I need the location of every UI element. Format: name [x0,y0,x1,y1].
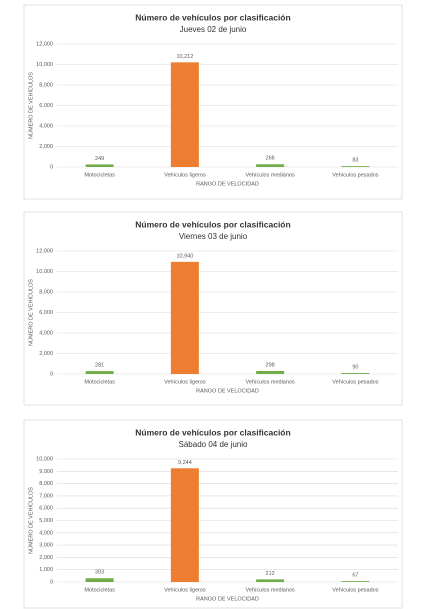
y-tick-label: 2,000 [39,351,53,357]
chart-subtitle: Sábado 04 de junio [179,440,249,449]
value-label: 212 [266,571,275,577]
y-axis-label: NÚMERO DE VEHÍCULOS [27,72,34,139]
y-axis-label: NÚMERO DE VEHÍCULOS [27,279,34,346]
value-label: 67 [352,573,358,579]
chart-title: Número de vehículos por clasificación [135,427,290,437]
y-tick-label: 0 [50,164,53,170]
y-tick-label: 2,000 [39,144,53,150]
chart-frame [23,419,403,609]
y-tick-label: 10,000 [36,62,53,68]
y-tick-label: 6,000 [39,103,53,109]
y-tick-label: 10,000 [36,269,53,275]
y-tick-label: 8,000 [39,289,53,295]
value-label: 303 [95,570,104,576]
y-tick-label: 8,000 [39,82,53,88]
y-tick-label: 1,000 [39,567,53,573]
x-axis-label: RANGO DE VELOCIDAD [196,388,259,394]
value-label: 281 [95,363,104,369]
x-tick-label: Vehículos pesados [332,379,378,385]
x-axis-label: RANGO DE VELOCIDAD [196,181,259,187]
bar [256,579,285,582]
x-tick-label: Vehículos medianos [246,587,295,593]
chart-title: Número de vehículos por clasificación [135,219,290,229]
bar [85,578,114,582]
bar [341,373,370,374]
y-tick-label: 6,000 [39,506,53,512]
bar [341,581,370,582]
bar [256,370,285,374]
x-tick-label: Vehículos ligeros [164,172,206,178]
y-tick-label: 2,000 [39,555,53,561]
bar [85,371,114,374]
y-tick-label: 0 [50,371,53,377]
y-tick-label: 8,000 [39,481,53,487]
chart-subtitle: Jueves 02 de junio [180,25,247,34]
y-tick-label: 3,000 [39,543,53,549]
value-label: 10,212 [176,54,193,60]
bar [170,62,199,168]
bar [85,164,114,167]
x-tick-label: Vehículos medianos [246,379,295,385]
x-axis-label: RANGO DE VELOCIDAD [196,596,259,602]
y-tick-label: 4,000 [39,330,53,336]
value-label: 90 [352,365,358,371]
x-tick-label: Motocicletas [84,379,115,385]
value-label: 249 [95,156,104,162]
y-tick-label: 12,000 [36,248,53,254]
bar [341,166,370,167]
y-tick-label: 6,000 [39,310,53,316]
y-tick-label: 7,000 [39,493,53,499]
value-label: 298 [266,362,275,368]
y-axis-label: NÚMERO DE VEHÍCULOS [27,487,34,554]
value-label: 9,244 [178,460,192,466]
chart-title: Número de vehículos por clasificación [135,12,290,22]
chart-subtitle: Viernes 03 de junio [179,232,248,241]
x-tick-label: Motocicletas [84,172,115,178]
bar [256,164,285,167]
value-label: 266 [266,156,275,162]
y-tick-label: 12,000 [36,41,53,47]
x-tick-label: Vehículos pesados [332,587,378,593]
bar [170,468,199,582]
x-tick-label: Vehículos medianos [246,172,295,178]
bar [170,261,199,374]
y-tick-label: 4,000 [39,123,53,129]
x-tick-label: Vehículos ligeros [164,587,206,593]
y-tick-label: 5,000 [39,518,53,524]
value-label: 83 [352,158,358,164]
x-tick-label: Vehículos pesados [332,172,378,178]
y-tick-label: 0 [50,579,53,585]
y-tick-label: 4,000 [39,530,53,536]
x-tick-label: Vehículos ligeros [164,379,206,385]
y-tick-label: 10,000 [36,456,53,462]
x-tick-label: Motocicletas [84,587,115,593]
value-label: 10,940 [176,253,193,259]
y-tick-label: 9,000 [39,469,53,475]
